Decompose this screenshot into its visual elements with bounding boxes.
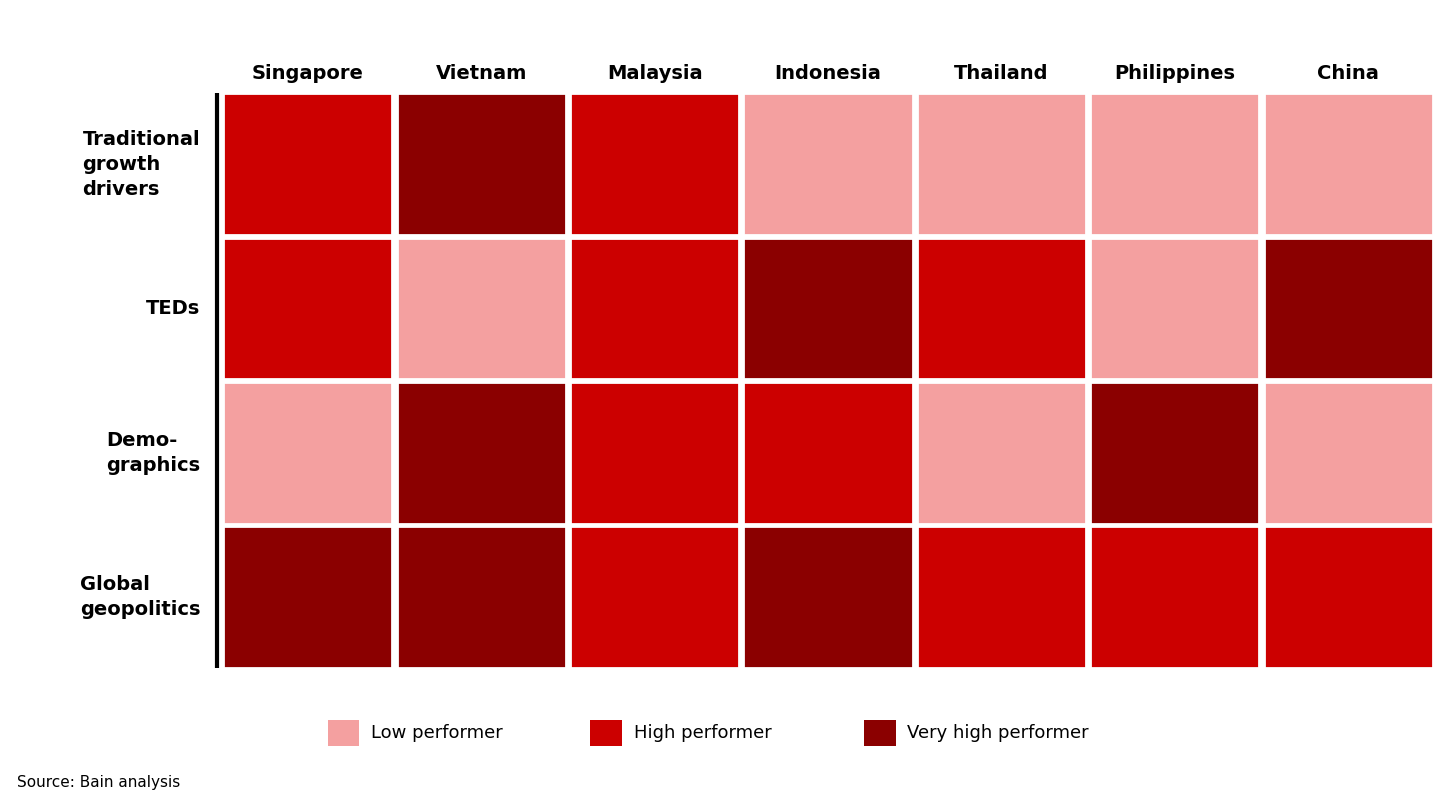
FancyBboxPatch shape: [396, 237, 566, 379]
Text: China: China: [1318, 65, 1380, 83]
FancyBboxPatch shape: [396, 93, 566, 235]
Text: Malaysia: Malaysia: [606, 65, 703, 83]
FancyBboxPatch shape: [570, 526, 739, 668]
FancyBboxPatch shape: [328, 720, 360, 746]
Text: Indonesia: Indonesia: [775, 65, 881, 83]
FancyBboxPatch shape: [590, 720, 622, 746]
FancyBboxPatch shape: [1090, 93, 1260, 235]
Text: Philippines: Philippines: [1115, 65, 1236, 83]
FancyBboxPatch shape: [223, 382, 392, 524]
Text: Thailand: Thailand: [955, 65, 1048, 83]
Text: Global
geopolitics: Global geopolitics: [79, 575, 200, 620]
FancyBboxPatch shape: [223, 93, 392, 235]
Text: Singapore: Singapore: [252, 65, 364, 83]
FancyBboxPatch shape: [917, 237, 1086, 379]
FancyBboxPatch shape: [743, 382, 913, 524]
Text: Traditional
growth
drivers: Traditional growth drivers: [82, 130, 200, 198]
Text: TEDs: TEDs: [145, 299, 200, 318]
FancyBboxPatch shape: [743, 237, 913, 379]
FancyBboxPatch shape: [1264, 93, 1433, 235]
FancyBboxPatch shape: [223, 237, 392, 379]
FancyBboxPatch shape: [1264, 526, 1433, 668]
FancyBboxPatch shape: [570, 93, 739, 235]
FancyBboxPatch shape: [396, 382, 566, 524]
FancyBboxPatch shape: [1264, 237, 1433, 379]
Text: High performer: High performer: [634, 724, 772, 742]
FancyBboxPatch shape: [743, 93, 913, 235]
FancyBboxPatch shape: [1090, 526, 1260, 668]
FancyBboxPatch shape: [917, 93, 1086, 235]
FancyBboxPatch shape: [917, 382, 1086, 524]
FancyBboxPatch shape: [864, 720, 896, 746]
FancyBboxPatch shape: [1090, 237, 1260, 379]
Text: Source: Bain analysis: Source: Bain analysis: [17, 774, 180, 790]
Text: Very high performer: Very high performer: [907, 724, 1089, 742]
FancyBboxPatch shape: [223, 526, 392, 668]
FancyBboxPatch shape: [570, 382, 739, 524]
FancyBboxPatch shape: [396, 526, 566, 668]
FancyBboxPatch shape: [917, 526, 1086, 668]
FancyBboxPatch shape: [1264, 382, 1433, 524]
Text: Low performer: Low performer: [372, 724, 503, 742]
FancyBboxPatch shape: [743, 526, 913, 668]
Text: Demo-
graphics: Demo- graphics: [107, 431, 200, 475]
FancyBboxPatch shape: [570, 237, 739, 379]
Text: Vietnam: Vietnam: [435, 65, 527, 83]
FancyBboxPatch shape: [1090, 382, 1260, 524]
